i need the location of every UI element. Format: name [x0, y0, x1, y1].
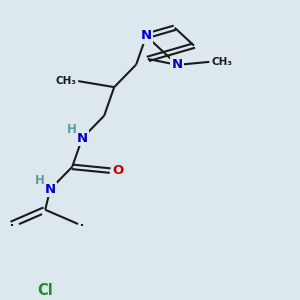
Text: CH₃: CH₃ [55, 76, 76, 86]
Text: Cl: Cl [37, 284, 53, 298]
Text: O: O [112, 164, 124, 177]
Text: H: H [35, 174, 45, 187]
Text: H: H [67, 123, 77, 136]
Text: CH₃: CH₃ [211, 57, 232, 67]
Text: N: N [76, 132, 88, 145]
Text: N: N [141, 29, 152, 43]
Text: N: N [45, 183, 56, 196]
Text: N: N [172, 58, 183, 71]
